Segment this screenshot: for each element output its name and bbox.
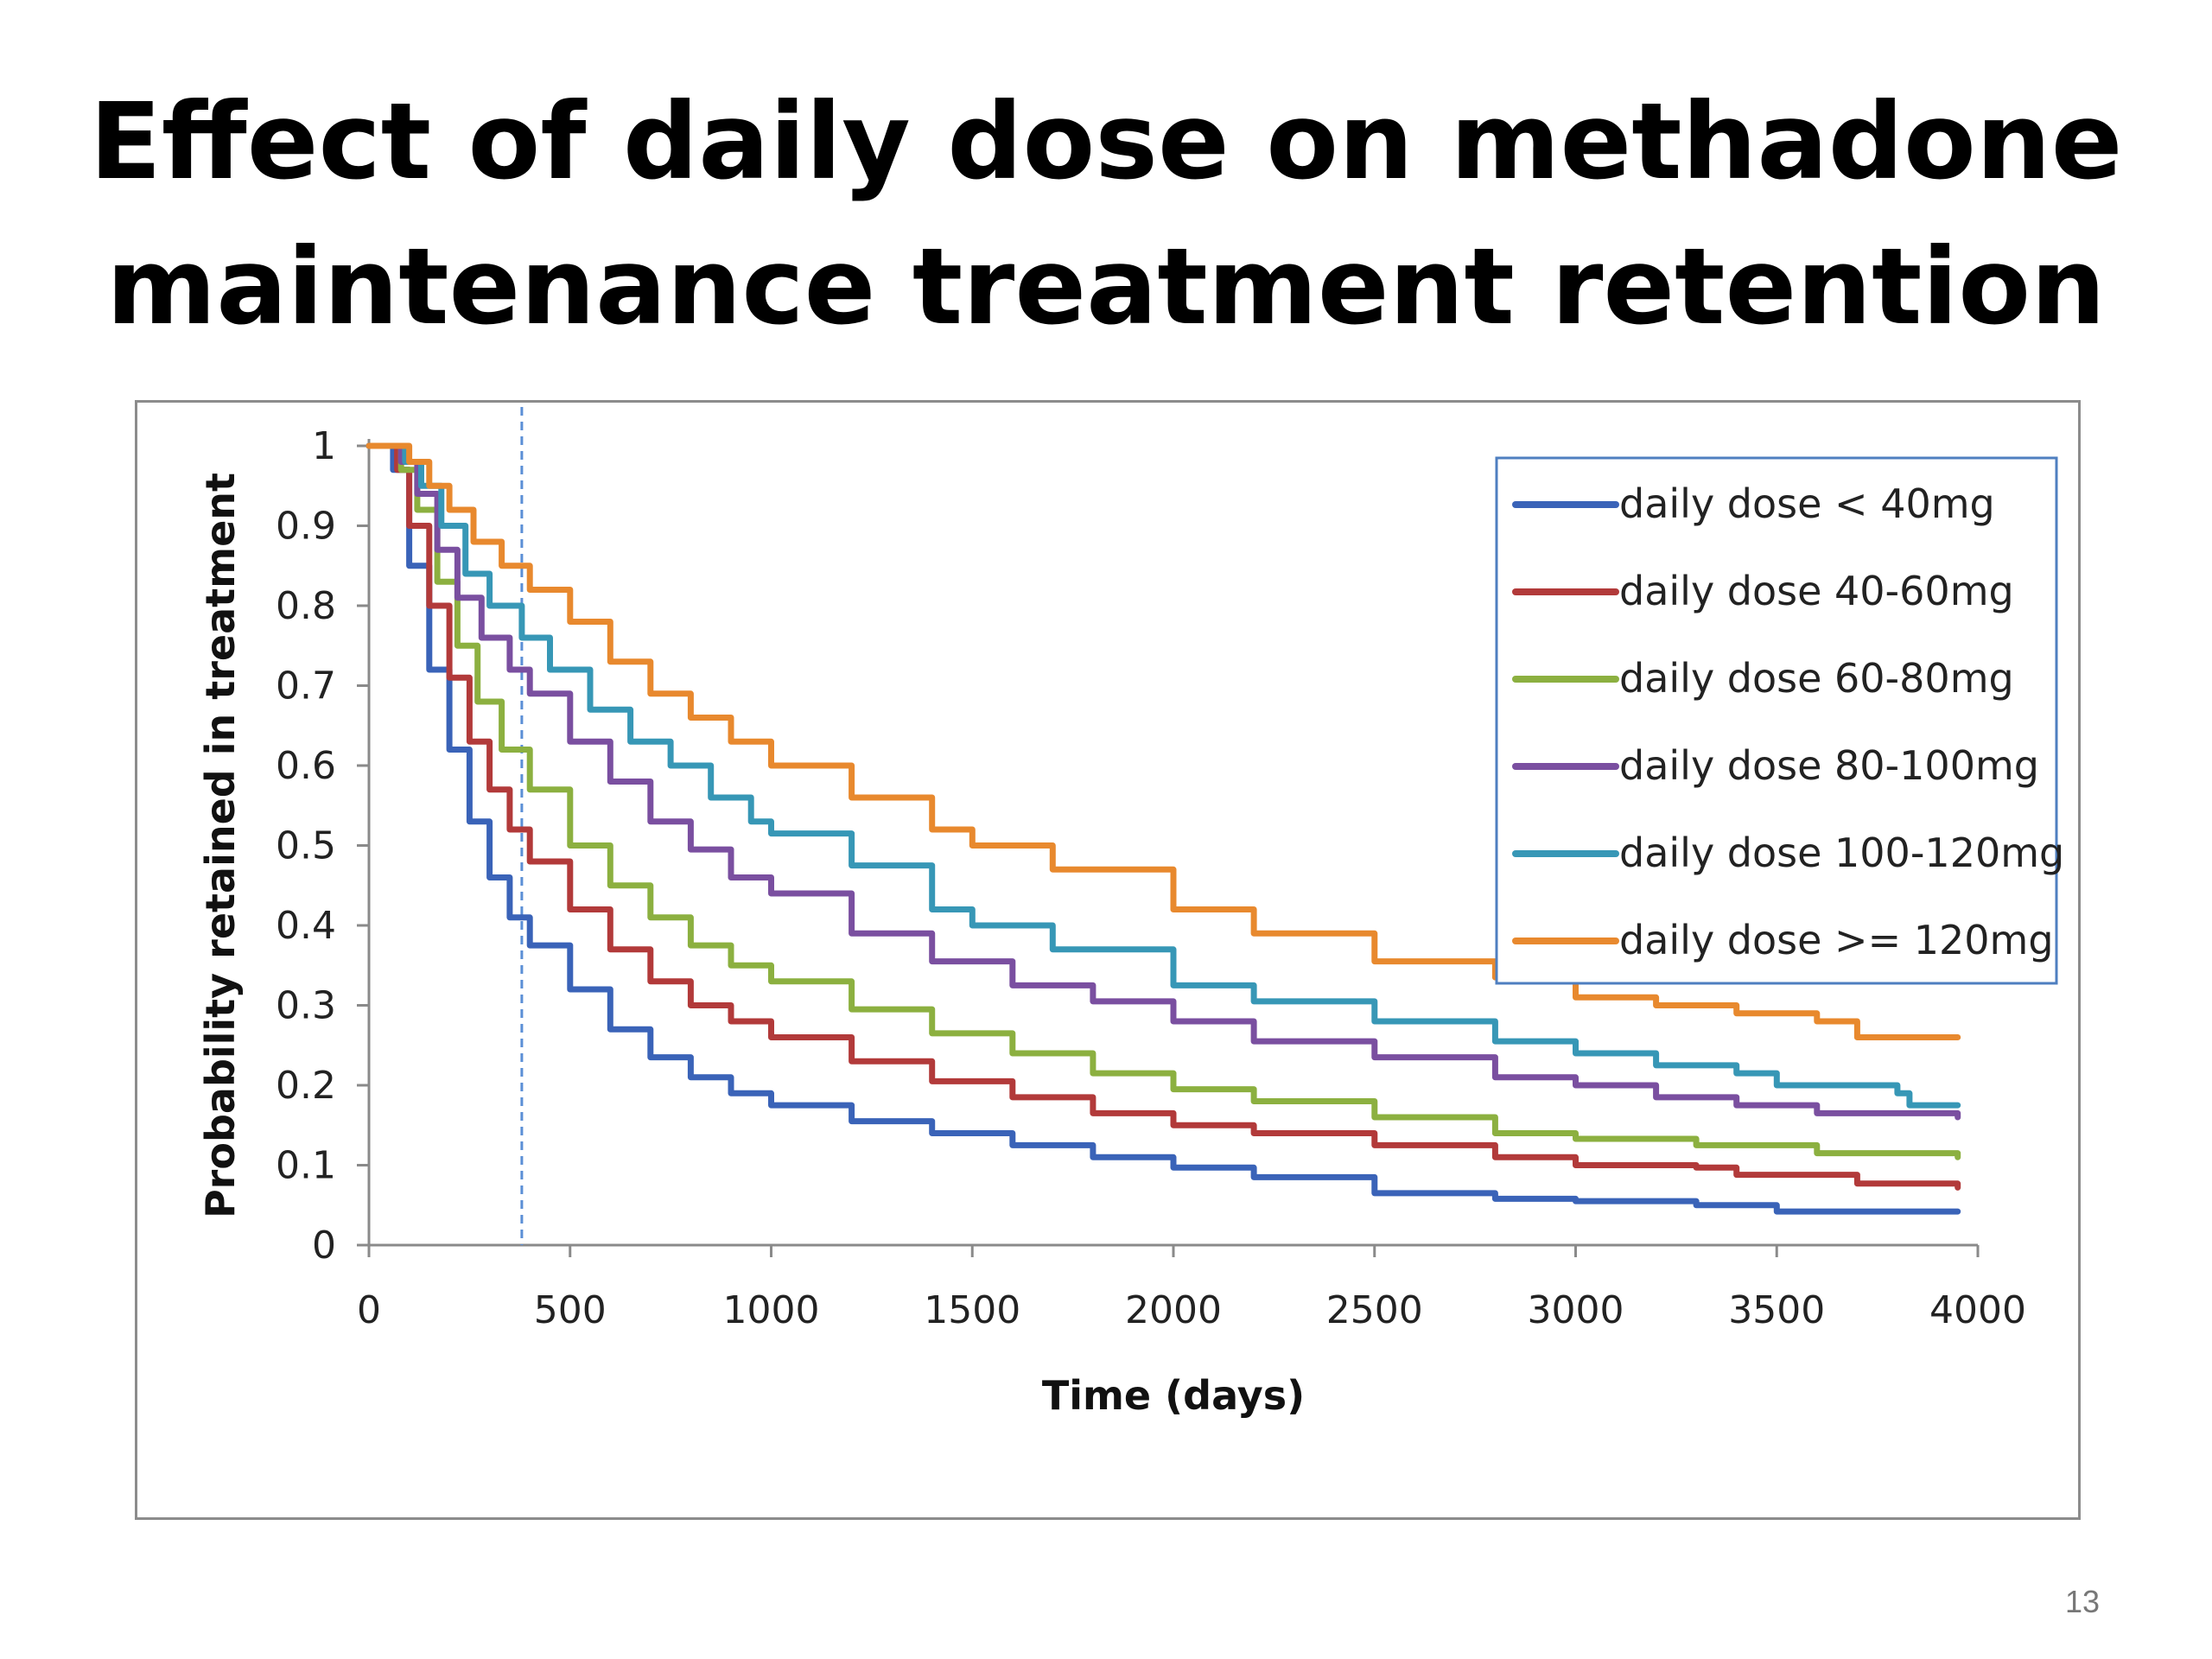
x-tick-label: 3000 — [1528, 1288, 1624, 1332]
series-line-6 — [365, 442, 1961, 1040]
y-tick-label: 0.8 — [276, 584, 336, 628]
series-line-3 — [365, 442, 1961, 1160]
x-tick-label: 4000 — [1929, 1288, 2026, 1332]
page-number: 13 — [2064, 1584, 2100, 1619]
chart-frame: 0 0.1 0.2 0.3 0.4 0.5 0.6 0.7 0.8 0.9 1 0 500 1000 150… — [135, 400, 2081, 1520]
legend-label-5: daily dose 100-120mg — [1619, 830, 2064, 876]
y-tick-label: 0.9 — [276, 505, 336, 549]
x-tick-label: 500 — [534, 1288, 607, 1332]
y-tick-label: 0.7 — [276, 664, 336, 709]
chart-axes: 0 0.1 0.2 0.3 0.4 0.5 0.6 0.7 0.8 0.9 1 0 500 1000 150… — [276, 424, 2026, 1332]
slide-title-line-2: maintenance treatment retention — [106, 226, 2106, 348]
survival-chart: 0 0.1 0.2 0.3 0.4 0.5 0.6 0.7 0.8 0.9 1 0 500 1000 150… — [197, 407, 2064, 1419]
legend-box — [1495, 456, 2058, 985]
legend-label-1: daily dose < 40mg — [1619, 480, 1995, 527]
slide-title-line-1: Effect of daily dose on methadone — [89, 80, 2123, 203]
legend: daily dose < 40mg daily dose 40-60mg daily… — [1495, 456, 2064, 985]
axis-titles: Time (days) Probability retained in treat… — [197, 473, 1305, 1419]
y-tick-label: 1 — [312, 424, 336, 468]
x-tick-label: 0 — [357, 1288, 381, 1332]
series-line-5 — [365, 442, 1961, 1109]
legend-label-6: daily dose >= 120mg — [1619, 917, 2054, 963]
x-tick-label: 3500 — [1728, 1288, 1825, 1332]
legend-label-2: daily dose 40-60mg — [1619, 568, 2014, 614]
y-tick-label: 0.1 — [276, 1144, 336, 1188]
y-tick-label: 0.2 — [276, 1064, 336, 1108]
x-tick-label: 2000 — [1125, 1288, 1222, 1332]
legend-label-3: daily dose 60-80mg — [1619, 655, 2014, 702]
y-axis-title: Probability retained in treatment — [197, 473, 244, 1218]
y-tick-label: 0.6 — [276, 744, 336, 788]
x-axis-title: Time (days) — [1042, 1372, 1305, 1419]
series-line-1 — [365, 442, 1961, 1215]
series-line-2 — [365, 442, 1961, 1191]
series-group — [365, 442, 1961, 1215]
x-tick-label: 1000 — [723, 1288, 820, 1332]
legend-label-4: daily dose 80-100mg — [1619, 742, 2039, 789]
x-tick-label: 1500 — [924, 1288, 1020, 1332]
y-tick-label: 0.5 — [276, 824, 336, 868]
series-line-4 — [365, 442, 1961, 1121]
slide-title: Effect of daily dose on methadone mainte… — [0, 69, 2212, 359]
y-tick-label: 0.3 — [276, 984, 336, 1028]
x-tick-label: 2500 — [1326, 1288, 1423, 1332]
y-tick-label: 0 — [312, 1224, 336, 1268]
y-tick-label: 0.4 — [276, 904, 336, 948]
